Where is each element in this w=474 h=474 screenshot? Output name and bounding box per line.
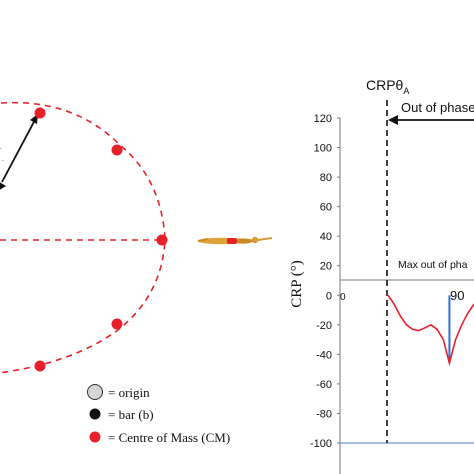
y-tick-label: 40 xyxy=(320,231,332,243)
cm-point-2 xyxy=(111,144,123,156)
cm-point-5 xyxy=(34,360,46,372)
y-tick-label: -100 xyxy=(310,438,332,450)
y-tick-label: 20 xyxy=(320,261,332,273)
swimmer-figure-icon xyxy=(197,236,273,245)
y-axis-label: CRP (°) xyxy=(289,260,305,308)
y-tick-label: -60 xyxy=(316,379,332,391)
y-tick-label: -80 xyxy=(316,408,332,420)
out-of-phase-arrowhead xyxy=(388,115,398,125)
crp-theta-annotation: CRPθA xyxy=(366,77,409,96)
cm-point-1 xyxy=(34,107,46,119)
cm-point-4 xyxy=(111,318,123,330)
max-out-of-phase-label: Max out of pha xyxy=(398,259,468,271)
trajectory-diagram: - - xyxy=(0,101,273,374)
y-tick-label: 80 xyxy=(320,172,332,184)
zero-axis-mark: 0 xyxy=(340,292,346,303)
vector-tick-label-2: - xyxy=(2,158,4,164)
bar-vector-arrow xyxy=(1,117,37,183)
y-tick-label: -20 xyxy=(316,320,332,332)
origin-partial-marker xyxy=(0,182,6,190)
legend: = origin = bar (b) = Centre of Mass (CM) xyxy=(87,384,230,445)
y-axis-ticks: 120 100 80 60 40 20 0 -20 -40 -60 -80 -100 xyxy=(310,113,340,450)
legend-origin-label: = origin xyxy=(108,385,150,400)
value-90-label: 90 xyxy=(450,288,464,303)
y-tick-label: 120 xyxy=(314,113,332,125)
vector-tick-label-1: - xyxy=(0,146,2,152)
cm-point-3 xyxy=(156,234,168,246)
origin-symbol-icon xyxy=(87,384,103,400)
bar-symbol-icon xyxy=(89,408,101,420)
cm-trajectory-dashed-curve xyxy=(0,101,166,374)
y-tick-label: 60 xyxy=(320,202,332,214)
out-of-phase-label: Out of phase xyxy=(401,100,474,115)
y-tick-label: 100 xyxy=(314,143,332,155)
legend-bar-label: = bar (b) xyxy=(108,407,154,422)
crp-series-line xyxy=(387,294,474,367)
legend-cm-label: = Centre of Mass (CM) xyxy=(108,430,230,445)
cm-symbol-icon xyxy=(89,431,101,443)
y-tick-label: -40 xyxy=(316,349,332,361)
y-tick-label: 0 xyxy=(326,290,332,302)
